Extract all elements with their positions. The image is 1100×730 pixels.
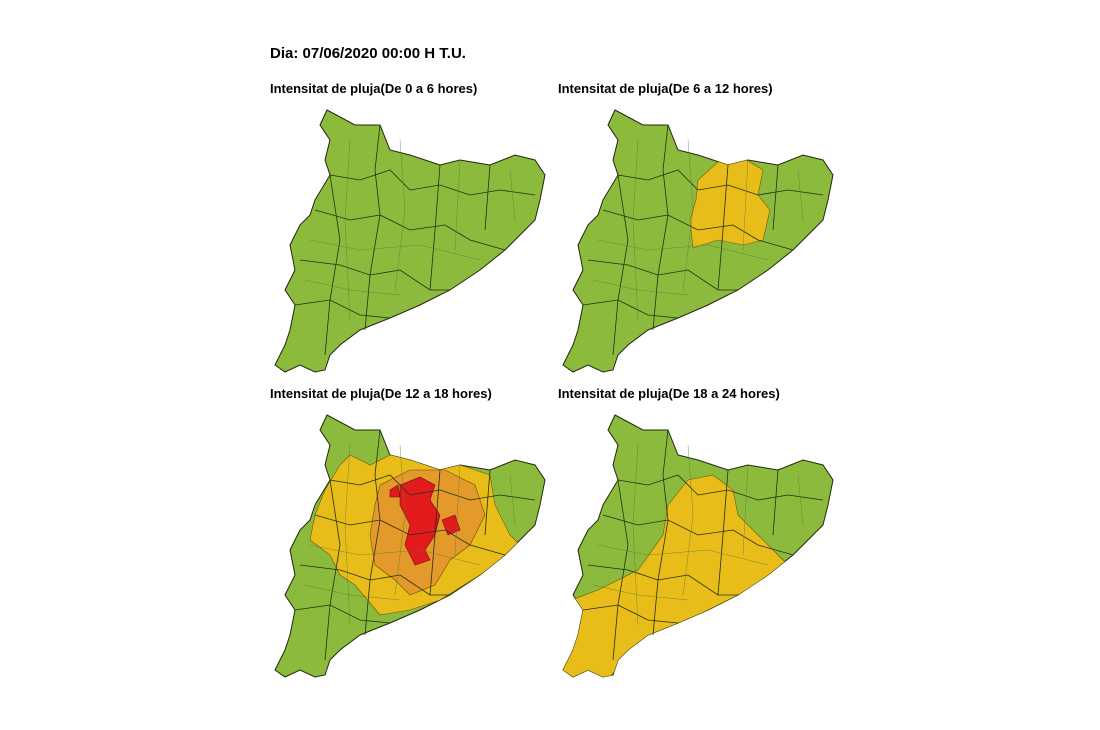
panel-title: Intensitat de pluja(De 6 a 12 hores) bbox=[558, 81, 773, 96]
map-panel bbox=[274, 414, 546, 678]
map-panel bbox=[274, 109, 546, 373]
panel-title: Intensitat de pluja(De 18 a 24 hores) bbox=[558, 386, 780, 401]
map-title: Dia: 07/06/2020 00:00 H T.U. bbox=[270, 45, 466, 62]
warning-area bbox=[389, 476, 461, 566]
map-panel bbox=[562, 109, 834, 373]
panel-title: Intensitat de pluja(De 12 a 18 hores) bbox=[270, 386, 492, 401]
map-panel bbox=[562, 414, 834, 678]
panel-title: Intensitat de pluja(De 0 a 6 hores) bbox=[270, 81, 477, 96]
